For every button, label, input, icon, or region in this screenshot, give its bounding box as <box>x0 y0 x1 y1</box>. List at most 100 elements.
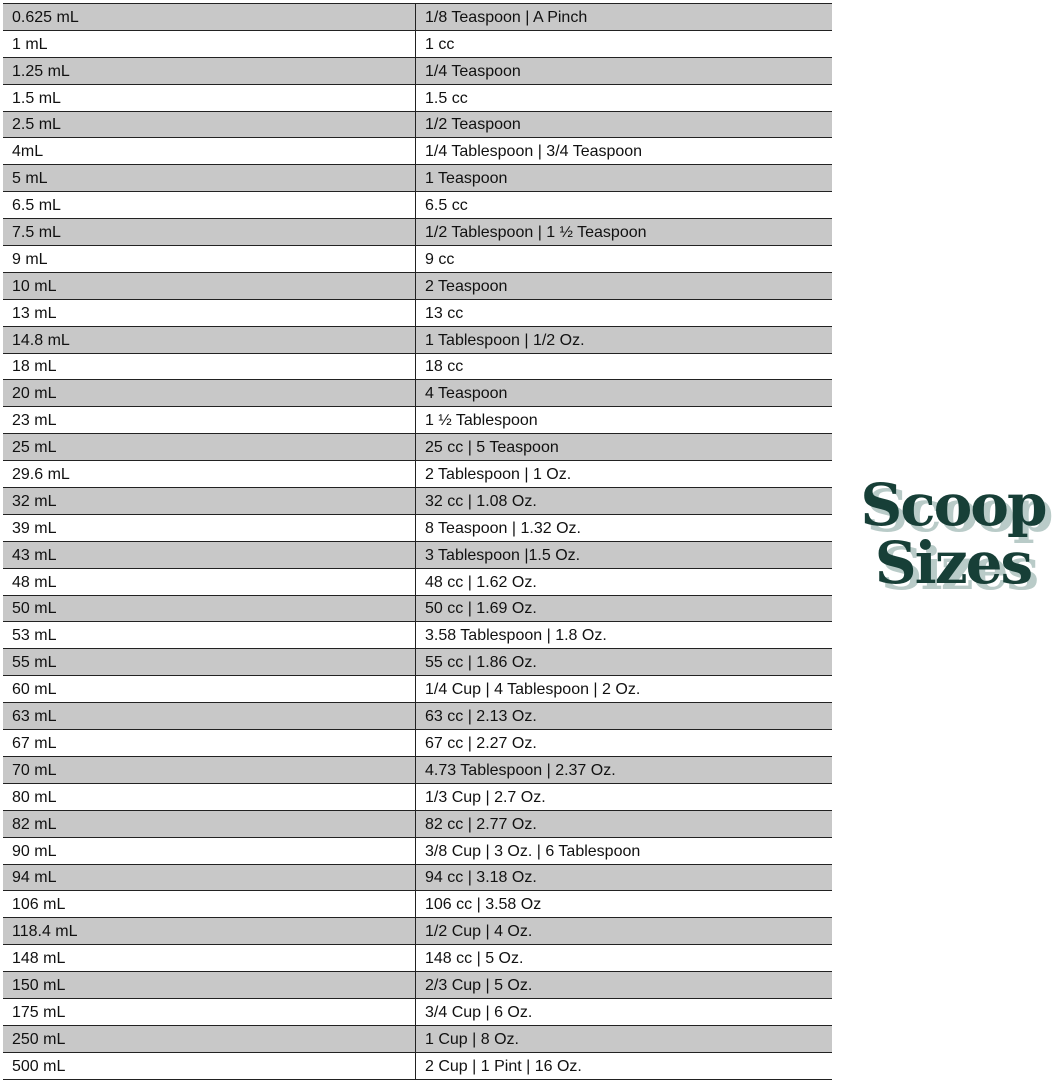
equivalent-cell: 1/3 Cup | 2.7 Oz. <box>415 783 832 811</box>
metric-volume-cell: 1.5 mL <box>3 84 416 112</box>
table-row: 118.4 mL 1/2 Cup | 4 Oz. <box>3 917 832 946</box>
table-row: 53 mL 3.58 Tablespoon | 1.8 Oz. <box>3 621 832 650</box>
table-row: 67 mL 67 cc | 2.27 Oz. <box>3 729 832 757</box>
scoop-size-table: 0.625 mL 1/8 Teaspoon | A Pinch 1 mL 1 cc 1.… <box>3 3 832 1080</box>
equivalent-cell: 1 Tablespoon | 1/2 Oz. <box>415 326 832 354</box>
equivalent-cell: 1 ½ Tablespoon <box>415 406 832 435</box>
equivalent-cell: 1 Teaspoon <box>415 164 832 193</box>
scoop-sizes-logo: Scoop Sizes <box>848 476 1058 592</box>
metric-volume-cell: 6.5 mL <box>3 191 416 220</box>
table-row: 106 mL 106 cc | 3.58 Oz <box>3 890 832 919</box>
metric-volume-cell: 63 mL <box>3 702 416 731</box>
metric-volume-cell: 13 mL <box>3 299 416 327</box>
metric-volume-cell: 32 mL <box>3 487 416 515</box>
metric-volume-cell: 60 mL <box>3 675 416 704</box>
equivalent-cell: 94 cc | 3.18 Oz. <box>415 864 832 892</box>
metric-volume-cell: 5 mL <box>3 164 416 193</box>
equivalent-cell: 82 cc | 2.77 Oz. <box>415 810 832 838</box>
table-row: 13 mL 13 cc <box>3 299 832 327</box>
equivalent-cell: 2 Tablespoon | 1 Oz. <box>415 460 832 489</box>
metric-volume-cell: 148 mL <box>3 944 416 973</box>
metric-volume-cell: 250 mL <box>3 1025 416 1053</box>
table-row: 7.5 mL 1/2 Tablespoon | 1 ½ Teaspoon <box>3 218 832 247</box>
metric-volume-cell: 106 mL <box>3 890 416 919</box>
metric-volume-cell: 29.6 mL <box>3 460 416 489</box>
metric-volume-cell: 55 mL <box>3 648 416 677</box>
equivalent-cell: 63 cc | 2.13 Oz. <box>415 702 832 731</box>
metric-volume-cell: 118.4 mL <box>3 917 416 946</box>
metric-volume-cell: 1.25 mL <box>3 57 416 85</box>
table-row: 175 mL 3/4 Cup | 6 Oz. <box>3 998 832 1026</box>
metric-volume-cell: 43 mL <box>3 541 416 569</box>
metric-volume-cell: 500 mL <box>3 1052 416 1080</box>
metric-volume-cell: 1 mL <box>3 30 416 58</box>
metric-volume-cell: 14.8 mL <box>3 326 416 354</box>
table-row: 90 mL 3/8 Cup | 3 Oz. | 6 Tablespoon <box>3 837 832 865</box>
metric-volume-cell: 25 mL <box>3 433 416 462</box>
metric-volume-cell: 4mL <box>3 137 416 166</box>
table-row: 29.6 mL 2 Tablespoon | 1 Oz. <box>3 460 832 489</box>
table-row: 80 mL 1/3 Cup | 2.7 Oz. <box>3 783 832 811</box>
table-row: 18 mL 18 cc <box>3 353 832 381</box>
metric-volume-cell: 20 mL <box>3 379 416 408</box>
metric-volume-cell: 150 mL <box>3 971 416 999</box>
equivalent-cell: 55 cc | 1.86 Oz. <box>415 648 832 677</box>
table-row: 50 mL 50 cc | 1.69 Oz. <box>3 595 832 623</box>
equivalent-cell: 1/8 Teaspoon | A Pinch <box>415 3 832 31</box>
equivalent-cell: 1 cc <box>415 30 832 58</box>
table-row: 250 mL 1 Cup | 8 Oz. <box>3 1025 832 1053</box>
metric-volume-cell: 50 mL <box>3 595 416 623</box>
table-row: 2.5 mL 1/2 Teaspoon <box>3 111 832 139</box>
metric-volume-cell: 48 mL <box>3 568 416 596</box>
equivalent-cell: 2 Teaspoon <box>415 272 832 300</box>
table-row: 1 mL 1 cc <box>3 30 832 58</box>
equivalent-cell: 8 Teaspoon | 1.32 Oz. <box>415 514 832 542</box>
metric-volume-cell: 67 mL <box>3 729 416 757</box>
metric-volume-cell: 18 mL <box>3 353 416 381</box>
equivalent-cell: 3/8 Cup | 3 Oz. | 6 Tablespoon <box>415 837 832 865</box>
metric-volume-cell: 90 mL <box>3 837 416 865</box>
equivalent-cell: 3/4 Cup | 6 Oz. <box>415 998 832 1026</box>
table-row: 39 mL 8 Teaspoon | 1.32 Oz. <box>3 514 832 542</box>
metric-volume-cell: 7.5 mL <box>3 218 416 247</box>
table-row: 25 mL 25 cc | 5 Teaspoon <box>3 433 832 462</box>
table-row: 10 mL 2 Teaspoon <box>3 272 832 300</box>
metric-volume-cell: 39 mL <box>3 514 416 542</box>
equivalent-cell: 48 cc | 1.62 Oz. <box>415 568 832 596</box>
equivalent-cell: 67 cc | 2.27 Oz. <box>415 729 832 757</box>
table-row: 9 mL 9 cc <box>3 245 832 273</box>
equivalent-cell: 1/2 Tablespoon | 1 ½ Teaspoon <box>415 218 832 247</box>
table-row: 60 mL 1/4 Cup | 4 Tablespoon | 2 Oz. <box>3 675 832 704</box>
metric-volume-cell: 10 mL <box>3 272 416 300</box>
logo-line-1: Scoop <box>860 471 1047 539</box>
equivalent-cell: 148 cc | 5 Oz. <box>415 944 832 973</box>
table-row: 82 mL 82 cc | 2.77 Oz. <box>3 810 832 838</box>
equivalent-cell: 1/4 Teaspoon <box>415 57 832 85</box>
equivalent-cell: 25 cc | 5 Teaspoon <box>415 433 832 462</box>
table-row: 48 mL 48 cc | 1.62 Oz. <box>3 568 832 596</box>
equivalent-cell: 3.58 Tablespoon | 1.8 Oz. <box>415 621 832 650</box>
equivalent-cell: 4.73 Tablespoon | 2.37 Oz. <box>415 756 832 784</box>
metric-volume-cell: 175 mL <box>3 998 416 1026</box>
equivalent-cell: 13 cc <box>415 299 832 327</box>
table-row: 500 mL 2 Cup | 1 Pint | 16 Oz. <box>3 1052 832 1080</box>
equivalent-cell: 50 cc | 1.69 Oz. <box>415 595 832 623</box>
metric-volume-cell: 80 mL <box>3 783 416 811</box>
equivalent-cell: 32 cc | 1.08 Oz. <box>415 487 832 515</box>
table-row: 55 mL 55 cc | 1.86 Oz. <box>3 648 832 677</box>
logo-line-2: Sizes <box>874 529 1033 597</box>
equivalent-cell: 6.5 cc <box>415 191 832 220</box>
table-row: 20 mL 4 Teaspoon <box>3 379 832 408</box>
table-row: 1.5 mL 1.5 cc <box>3 84 832 112</box>
metric-volume-cell: 9 mL <box>3 245 416 273</box>
equivalent-cell: 1.5 cc <box>415 84 832 112</box>
equivalent-cell: 1/4 Cup | 4 Tablespoon | 2 Oz. <box>415 675 832 704</box>
equivalent-cell: 1/2 Teaspoon <box>415 111 832 139</box>
table-row: 43 mL 3 Tablespoon |1.5 Oz. <box>3 541 832 569</box>
equivalent-cell: 106 cc | 3.58 Oz <box>415 890 832 919</box>
equivalent-cell: 18 cc <box>415 353 832 381</box>
metric-volume-cell: 82 mL <box>3 810 416 838</box>
table-row: 148 mL 148 cc | 5 Oz. <box>3 944 832 973</box>
equivalent-cell: 3 Tablespoon |1.5 Oz. <box>415 541 832 569</box>
table-row: 0.625 mL 1/8 Teaspoon | A Pinch <box>3 3 832 31</box>
